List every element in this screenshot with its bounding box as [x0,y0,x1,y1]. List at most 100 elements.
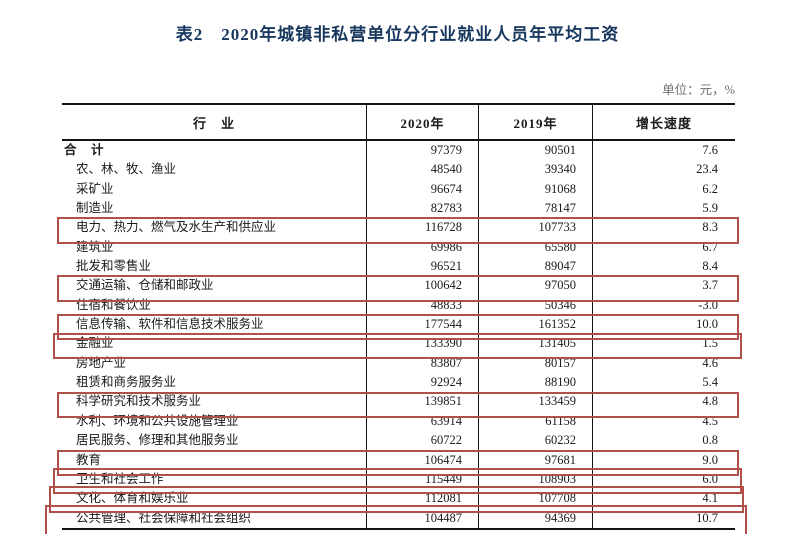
value-cell: 89047 [478,257,592,277]
value-cell: 6.7 [592,237,735,258]
value-cell: 82783 [366,199,478,219]
table-row: 科学研究和技术服务业 139851 133459 4.8 [62,392,735,412]
value-cell: 97681 [478,450,592,470]
table-row: 卫生和社会工作 115449 108903 6.0 [62,469,735,490]
column-header-2020: 2020年 [366,105,478,139]
value-cell: 107708 [478,489,592,509]
table-body: 合 计 97379 90501 7.6 农、林、牧、渔业 48540 39340 23.4 采矿… [45,141,747,534]
value-cell: 1.5 [592,334,735,354]
table-row: 信息传输、软件和信息技术服务业 177544 161352 10.0 [62,315,735,335]
table-row: 合 计 97379 90501 7.6 [62,141,735,161]
industry-name: 交通运输、仓储和邮政业 [76,278,214,293]
value-cell: 115449 [366,469,478,490]
table-row: 采矿业 96674 91068 6.2 [62,179,735,200]
value-cell: 131405 [478,334,592,354]
value-cell: 69986 [366,237,478,258]
column-header-industry: 行 业 [192,115,235,131]
value-cell: 63914 [366,411,478,432]
value-cell: 5.4 [592,373,735,393]
value-cell: 139851 [366,392,478,412]
value-cell: 3.7 [592,276,735,296]
industry-name: 金融业 [76,336,114,351]
value-cell: 4.1 [592,489,735,509]
wage-table: 行 业 2020年 2019年 增长速度 合 计 97379 90501 7.6 农、林… [45,103,747,534]
value-cell: 133390 [366,334,478,354]
value-cell: 48540 [366,160,478,180]
value-cell: 88190 [478,373,592,393]
value-cell: -3.0 [592,295,735,316]
table-row: 教育 106474 97681 9.0 [62,450,735,470]
industry-name: 水利、环境和公共设施管理业 [76,413,239,428]
value-cell: 80157 [478,353,592,374]
value-cell: 10.0 [592,315,735,335]
value-cell: 116728 [366,218,478,238]
table-row: 金融业 133390 131405 1.5 [62,334,735,354]
table-row: 建筑业 69986 65580 6.7 [62,237,735,258]
industry-name: 居民服务、修理和其他服务业 [76,433,239,448]
value-cell: 104487 [366,508,478,528]
industry-name: 农、林、牧、渔业 [76,162,177,177]
industry-name: 住宿和餐饮业 [76,297,152,312]
table-row: 批发和零售业 96521 89047 8.4 [62,257,735,277]
table-row: 公共管理、社会保障和社会组织 104487 94369 10.7 [62,508,735,528]
value-cell: 39340 [478,160,592,180]
value-cell: 61158 [478,411,592,432]
industry-name: 制造业 [76,201,114,216]
industry-name: 批发和零售业 [76,259,152,274]
industry-name: 卫生和社会工作 [76,471,164,486]
industry-name: 采矿业 [76,181,114,196]
value-cell: 91068 [478,179,592,200]
value-cell: 7.6 [592,141,735,161]
column-header-2019: 2019年 [478,105,592,139]
value-cell: 65580 [478,237,592,258]
value-cell: 4.8 [592,392,735,412]
value-cell: 8.3 [592,218,735,238]
value-cell: 92924 [366,373,478,393]
value-cell: 23.4 [592,160,735,180]
industry-name: 公共管理、社会保障和社会组织 [76,510,252,525]
value-cell: 90501 [478,141,592,161]
value-cell: 97050 [478,276,592,296]
value-cell: 112081 [366,489,478,509]
value-cell: 60722 [366,431,478,451]
value-cell: 0.8 [592,431,735,451]
value-cell: 4.5 [592,411,735,432]
value-cell: 6.2 [592,179,735,200]
value-cell: 48833 [366,295,478,316]
table-header-row: 行 业 2020年 2019年 增长速度 [62,105,735,141]
value-cell: 106474 [366,450,478,470]
value-cell: 10.7 [592,508,735,528]
table-row: 制造业 82783 78147 5.9 [62,199,735,219]
table-row: 水利、环境和公共设施管理业 63914 61158 4.5 [62,411,735,432]
value-cell: 100642 [366,276,478,296]
value-cell: 5.9 [592,199,735,219]
value-cell: 60232 [478,431,592,451]
value-cell: 94369 [478,508,592,528]
value-cell: 6.0 [592,469,735,490]
table-row: 住宿和餐饮业 48833 50346 -3.0 [62,295,735,316]
industry-name: 建筑业 [76,239,114,254]
value-cell: 8.4 [592,257,735,277]
table-row: 电力、热力、燃气及水生产和供应业 116728 107733 8.3 [62,218,735,238]
value-cell: 133459 [478,392,592,412]
industry-name: 房地产业 [76,355,127,370]
value-cell: 83807 [366,353,478,374]
table-row: 居民服务、修理和其他服务业 60722 60232 0.8 [62,431,735,451]
value-cell: 50346 [478,295,592,316]
industry-name: 信息传输、软件和信息技术服务业 [76,317,264,332]
industry-name: 租赁和商务服务业 [76,375,177,390]
table-row: 文化、体育和娱乐业 112081 107708 4.1 [62,489,735,509]
table-row: 农、林、牧、渔业 48540 39340 23.4 [62,160,735,180]
industry-name: 教育 [76,452,102,467]
value-cell: 107733 [478,218,592,238]
value-cell: 177544 [366,315,478,335]
industry-name: 电力、热力、燃气及水生产和供应业 [76,220,277,235]
industry-name: 科学研究和技术服务业 [76,394,202,409]
table-row: 房地产业 83807 80157 4.6 [62,353,735,374]
value-cell: 97379 [366,141,478,161]
column-header-growth: 增长速度 [592,105,735,139]
page-title: 表2 2020年城镇非私营单位分行业就业人员年平均工资 [175,25,620,44]
value-cell: 108903 [478,469,592,490]
table-row: 租赁和商务服务业 92924 88190 5.4 [62,373,735,393]
